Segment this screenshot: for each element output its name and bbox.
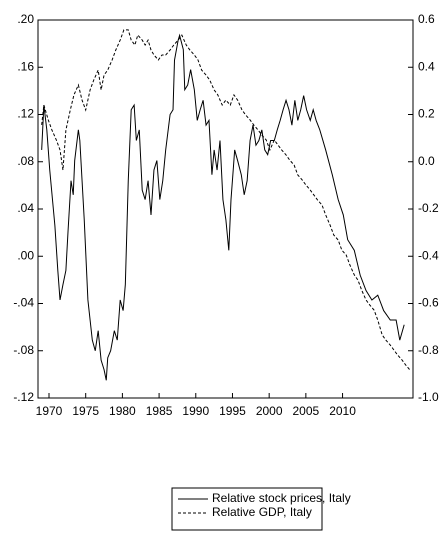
y-tick-label: -.08: [13, 343, 34, 357]
line-series: [41, 33, 405, 381]
y-tick-label: .20: [17, 12, 34, 26]
x-tick-label: 1975: [72, 404, 99, 418]
legend-box: [171, 487, 323, 531]
x-tick-label: 2000: [256, 404, 283, 418]
y2-tick-label: -0.8: [418, 343, 439, 357]
y2-tick-label: -1.0: [418, 390, 439, 404]
plot-frame: [37, 19, 414, 399]
line-series: [41, 29, 411, 371]
y2-tick-label: -0.2: [418, 201, 439, 215]
x-tick-label: 1995: [219, 404, 246, 418]
y-tick-label: -.04: [13, 296, 34, 310]
x-tick-label: 1970: [36, 404, 63, 418]
y-tick-label: .04: [17, 201, 34, 215]
x-tick-label: 2005: [293, 404, 320, 418]
y-tick-label: .00: [17, 248, 34, 262]
y-tick-label: .12: [17, 107, 34, 121]
x-tick-label: 1980: [109, 404, 136, 418]
y2-tick-label: 0.6: [418, 12, 435, 26]
x-tick-label: 1990: [182, 404, 209, 418]
y2-tick-label: 0.2: [418, 107, 435, 121]
x-tick-label: 1985: [146, 404, 173, 418]
y2-tick-label: 0.4: [418, 59, 435, 73]
legend-label: Relative stock prices, Italy: [212, 491, 351, 505]
legend-label: Relative GDP, Italy: [212, 505, 312, 519]
y2-tick-label: -0.4: [418, 248, 439, 262]
y-tick-label: .08: [17, 154, 34, 168]
y-tick-label: -.12: [13, 390, 34, 404]
y2-tick-label: 0.0: [418, 154, 435, 168]
x-tick-label: 2010: [329, 404, 356, 418]
y-tick-label: .16: [17, 59, 34, 73]
y2-tick-label: -0.6: [418, 296, 439, 310]
